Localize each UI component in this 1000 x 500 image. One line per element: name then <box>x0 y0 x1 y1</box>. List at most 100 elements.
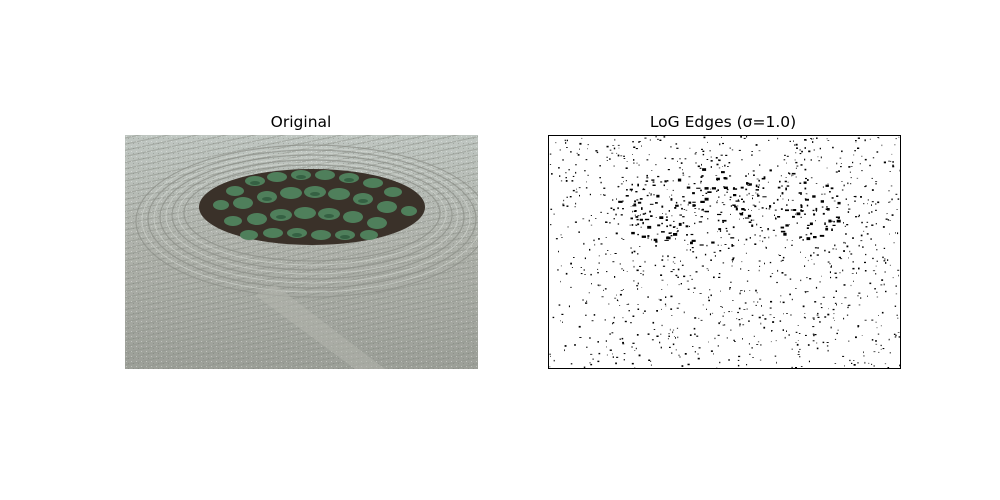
edge-speck <box>800 164 803 166</box>
edge-speck <box>770 300 773 303</box>
edge-speck <box>571 180 574 182</box>
edge-speck <box>803 181 807 184</box>
edge-speck <box>810 159 812 161</box>
edge-speck <box>758 208 760 210</box>
edge-speck <box>647 333 650 335</box>
edge-speck <box>676 227 678 229</box>
edge-speck <box>696 187 701 189</box>
edge-speck <box>600 211 602 213</box>
edge-speck <box>826 342 829 343</box>
edge-speck <box>666 225 668 228</box>
edge-speck <box>666 216 668 218</box>
edge-speck <box>876 249 878 251</box>
edge-speck <box>780 175 782 177</box>
edge-speck <box>661 259 664 261</box>
edge-speck <box>718 159 719 161</box>
edge-speck <box>845 242 846 244</box>
edge-speck <box>784 336 786 339</box>
edge-speck <box>765 247 767 249</box>
edge-speck <box>819 147 821 150</box>
edge-speck <box>780 295 782 297</box>
edge-speck <box>786 155 789 157</box>
edge-speck <box>880 348 882 350</box>
edge-speck <box>772 330 773 332</box>
edge-speck <box>702 304 704 306</box>
edge-speck <box>899 364 900 367</box>
edge-speck <box>640 226 642 228</box>
edge-speck <box>876 291 878 293</box>
edge-speck <box>637 308 640 310</box>
edge-speck <box>886 213 888 215</box>
edge-speck <box>631 231 635 235</box>
edge-speck <box>844 365 845 367</box>
edge-speck <box>682 174 685 176</box>
edge-speck <box>571 267 573 268</box>
edge-speck <box>672 269 675 271</box>
edge-speck <box>724 194 726 196</box>
edge-speck <box>683 311 685 314</box>
edge-speck <box>812 209 815 212</box>
edge-speck <box>606 212 609 214</box>
edge-speck <box>588 219 590 222</box>
edge-speck <box>868 212 870 214</box>
edge-speck <box>638 354 641 357</box>
edge-speck <box>617 144 620 146</box>
edge-speck <box>752 170 755 172</box>
edge-speck <box>874 288 876 290</box>
edge-speck <box>641 145 642 147</box>
edge-speck <box>811 138 813 140</box>
edge-speck <box>641 207 643 210</box>
edge-speck <box>803 316 805 318</box>
edge-speck <box>799 237 801 239</box>
edge-speck <box>720 237 722 239</box>
edge-speck <box>788 172 790 174</box>
edge-speck <box>672 331 674 334</box>
edge-speck <box>805 193 807 195</box>
edge-speck <box>755 189 759 191</box>
edge-speck <box>791 298 793 301</box>
edge-speck <box>604 288 607 290</box>
edge-speck <box>625 180 627 182</box>
edge-speck <box>662 265 666 267</box>
edge-speck <box>560 320 561 322</box>
edge-speck <box>710 188 712 190</box>
edge-speck <box>612 356 614 358</box>
edge-speck <box>717 334 720 336</box>
edge-speck <box>731 265 733 267</box>
edge-speck <box>686 234 688 236</box>
edge-speck <box>635 216 639 218</box>
edge-speck <box>717 213 722 216</box>
edge-speck <box>775 216 777 219</box>
edge-speck <box>637 183 639 187</box>
edge-speck <box>719 361 721 364</box>
edge-speck <box>759 235 761 237</box>
edge-speck <box>707 141 708 143</box>
edge-speck <box>603 187 606 189</box>
edge-speck <box>676 147 679 149</box>
edge-speck <box>804 213 806 215</box>
edge-speck <box>595 218 597 219</box>
edge-speck <box>594 243 596 246</box>
edge-speck <box>686 280 689 282</box>
edge-speck <box>871 224 874 226</box>
edge-speck <box>860 297 862 299</box>
edge-speck <box>847 182 849 185</box>
edge-speck <box>618 200 623 203</box>
edge-speck <box>759 265 761 267</box>
edge-speck <box>805 177 807 180</box>
edge-speck <box>871 204 872 206</box>
edge-speck <box>810 177 813 179</box>
edge-speck <box>774 214 775 216</box>
edge-speck <box>822 296 825 298</box>
edge-speck <box>666 236 670 239</box>
edge-speck <box>867 199 869 201</box>
edge-speck <box>726 230 728 232</box>
edge-speck <box>610 207 613 209</box>
edge-speck <box>719 250 722 252</box>
edge-speck <box>804 187 807 190</box>
edge-speck <box>788 334 790 336</box>
edge-speck <box>713 353 714 355</box>
edge-speck <box>844 297 847 299</box>
edge-speck <box>621 337 624 340</box>
edge-speck <box>641 235 646 238</box>
